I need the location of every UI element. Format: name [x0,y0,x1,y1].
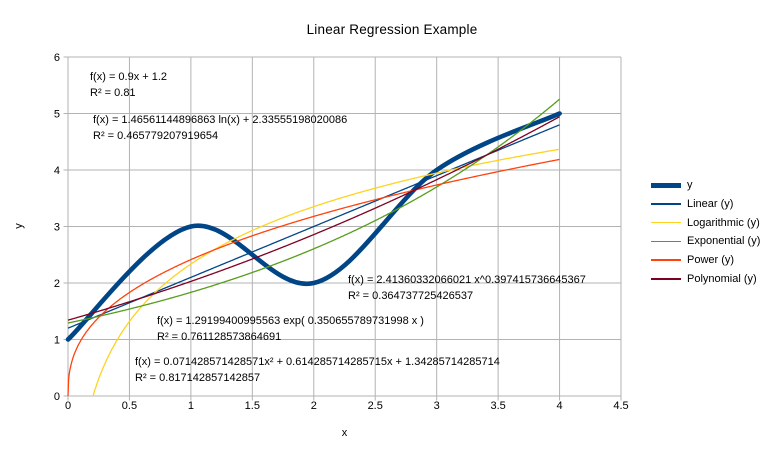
x-tick-label: 3 [434,400,440,412]
legend-item: y [651,176,760,195]
legend-label: Exponential (y) [687,235,761,248]
y-tick-label: 3 [54,222,60,234]
legend-line-swatch [651,240,681,243]
equation-annotation: f(x) = 1.46561144896863 ln(x) + 2.335551… [93,113,347,144]
trend-line-power [67,158,560,396]
trend-line-poly [67,116,560,321]
legend-label: Linear (y) [687,198,734,211]
equation-line: R² = 0.817142857142857 [135,371,261,384]
equation-line: f(x) = 0.071428571428571x² + 0.614285714… [135,356,500,368]
equation-line: f(x) = 0.9x + 1.2 [90,71,168,83]
equation-annotation: f(x) = 0.071428571428571x² + 0.614285714… [135,355,500,386]
legend-label: Logarithmic (y) [687,216,760,229]
equation-annotation: f(x) = 0.9x + 1.2 R² = 0.81 [90,70,167,101]
y-tick-label: 4 [54,165,60,177]
trend-line-linear [67,124,560,329]
y-tick-label: 0 [54,391,60,403]
legend-item: Logarithmic (y) [651,213,760,232]
equation-line: R² = 0.465779207919654 [93,129,219,142]
equation-line: f(x) = 2.41360332066021 x^0.397415736645… [348,274,586,286]
equation-line: R² = 0.81 [90,86,136,99]
x-tick-label: 2 [311,400,317,412]
series-line-y [65,111,562,342]
legend-line-swatch [651,183,681,188]
legend-line-swatch [651,221,681,224]
legend: y Linear (y) Logarithmic (y) Exponential (y… [651,176,760,288]
equation-line: R² = 0.761128573864691 [157,330,282,343]
x-tick-label: 4.5 [613,400,628,412]
equation-line: R² = 0.364737725426537 [348,289,474,302]
x-tick-label: 4 [556,400,562,412]
legend-label: Power (y) [687,254,735,267]
x-tick-label: 2.5 [368,400,383,412]
legend-item: Linear (y) [651,195,760,214]
curves-layer [65,98,562,396]
x-tick-label: 1 [188,400,194,412]
legend-item: Exponential (y) [651,232,760,251]
legend-line-swatch [651,278,681,280]
legend-label: y [687,179,693,192]
legend-label: Polynomial (y) [687,272,757,285]
y-tick-label: 2 [54,278,60,290]
x-tick-label: 1.5 [245,400,260,412]
x-axis-title: x [341,427,348,439]
y-tick-label: 1 [54,335,60,347]
trend-line-log [92,148,560,396]
y-tick-label: 5 [54,109,60,121]
x-tick-label: 3.5 [490,400,505,412]
trend-line-exp [67,98,560,324]
x-tick-label: 0 [65,400,71,412]
equation-line: f(x) = 1.46561144896863 ln(x) + 2.335551… [93,114,348,126]
equation-annotation: f(x) = 2.41360332066021 x^0.397415736645… [348,273,586,304]
x-tick-label: 0.5 [122,400,137,412]
y-tick-label: 6 [54,52,60,64]
legend-line-swatch [651,203,681,205]
equation-line: f(x) = 1.29199400995563 exp( 0.350655789… [157,315,424,327]
chart-title: Linear Regression Example [306,22,478,37]
legend-line-swatch [651,259,681,261]
legend-item: Power (y) [651,251,760,270]
legend-item: Polynomial (y) [651,269,760,288]
equation-annotation: f(x) = 1.29199400995563 exp( 0.350655789… [157,314,424,345]
